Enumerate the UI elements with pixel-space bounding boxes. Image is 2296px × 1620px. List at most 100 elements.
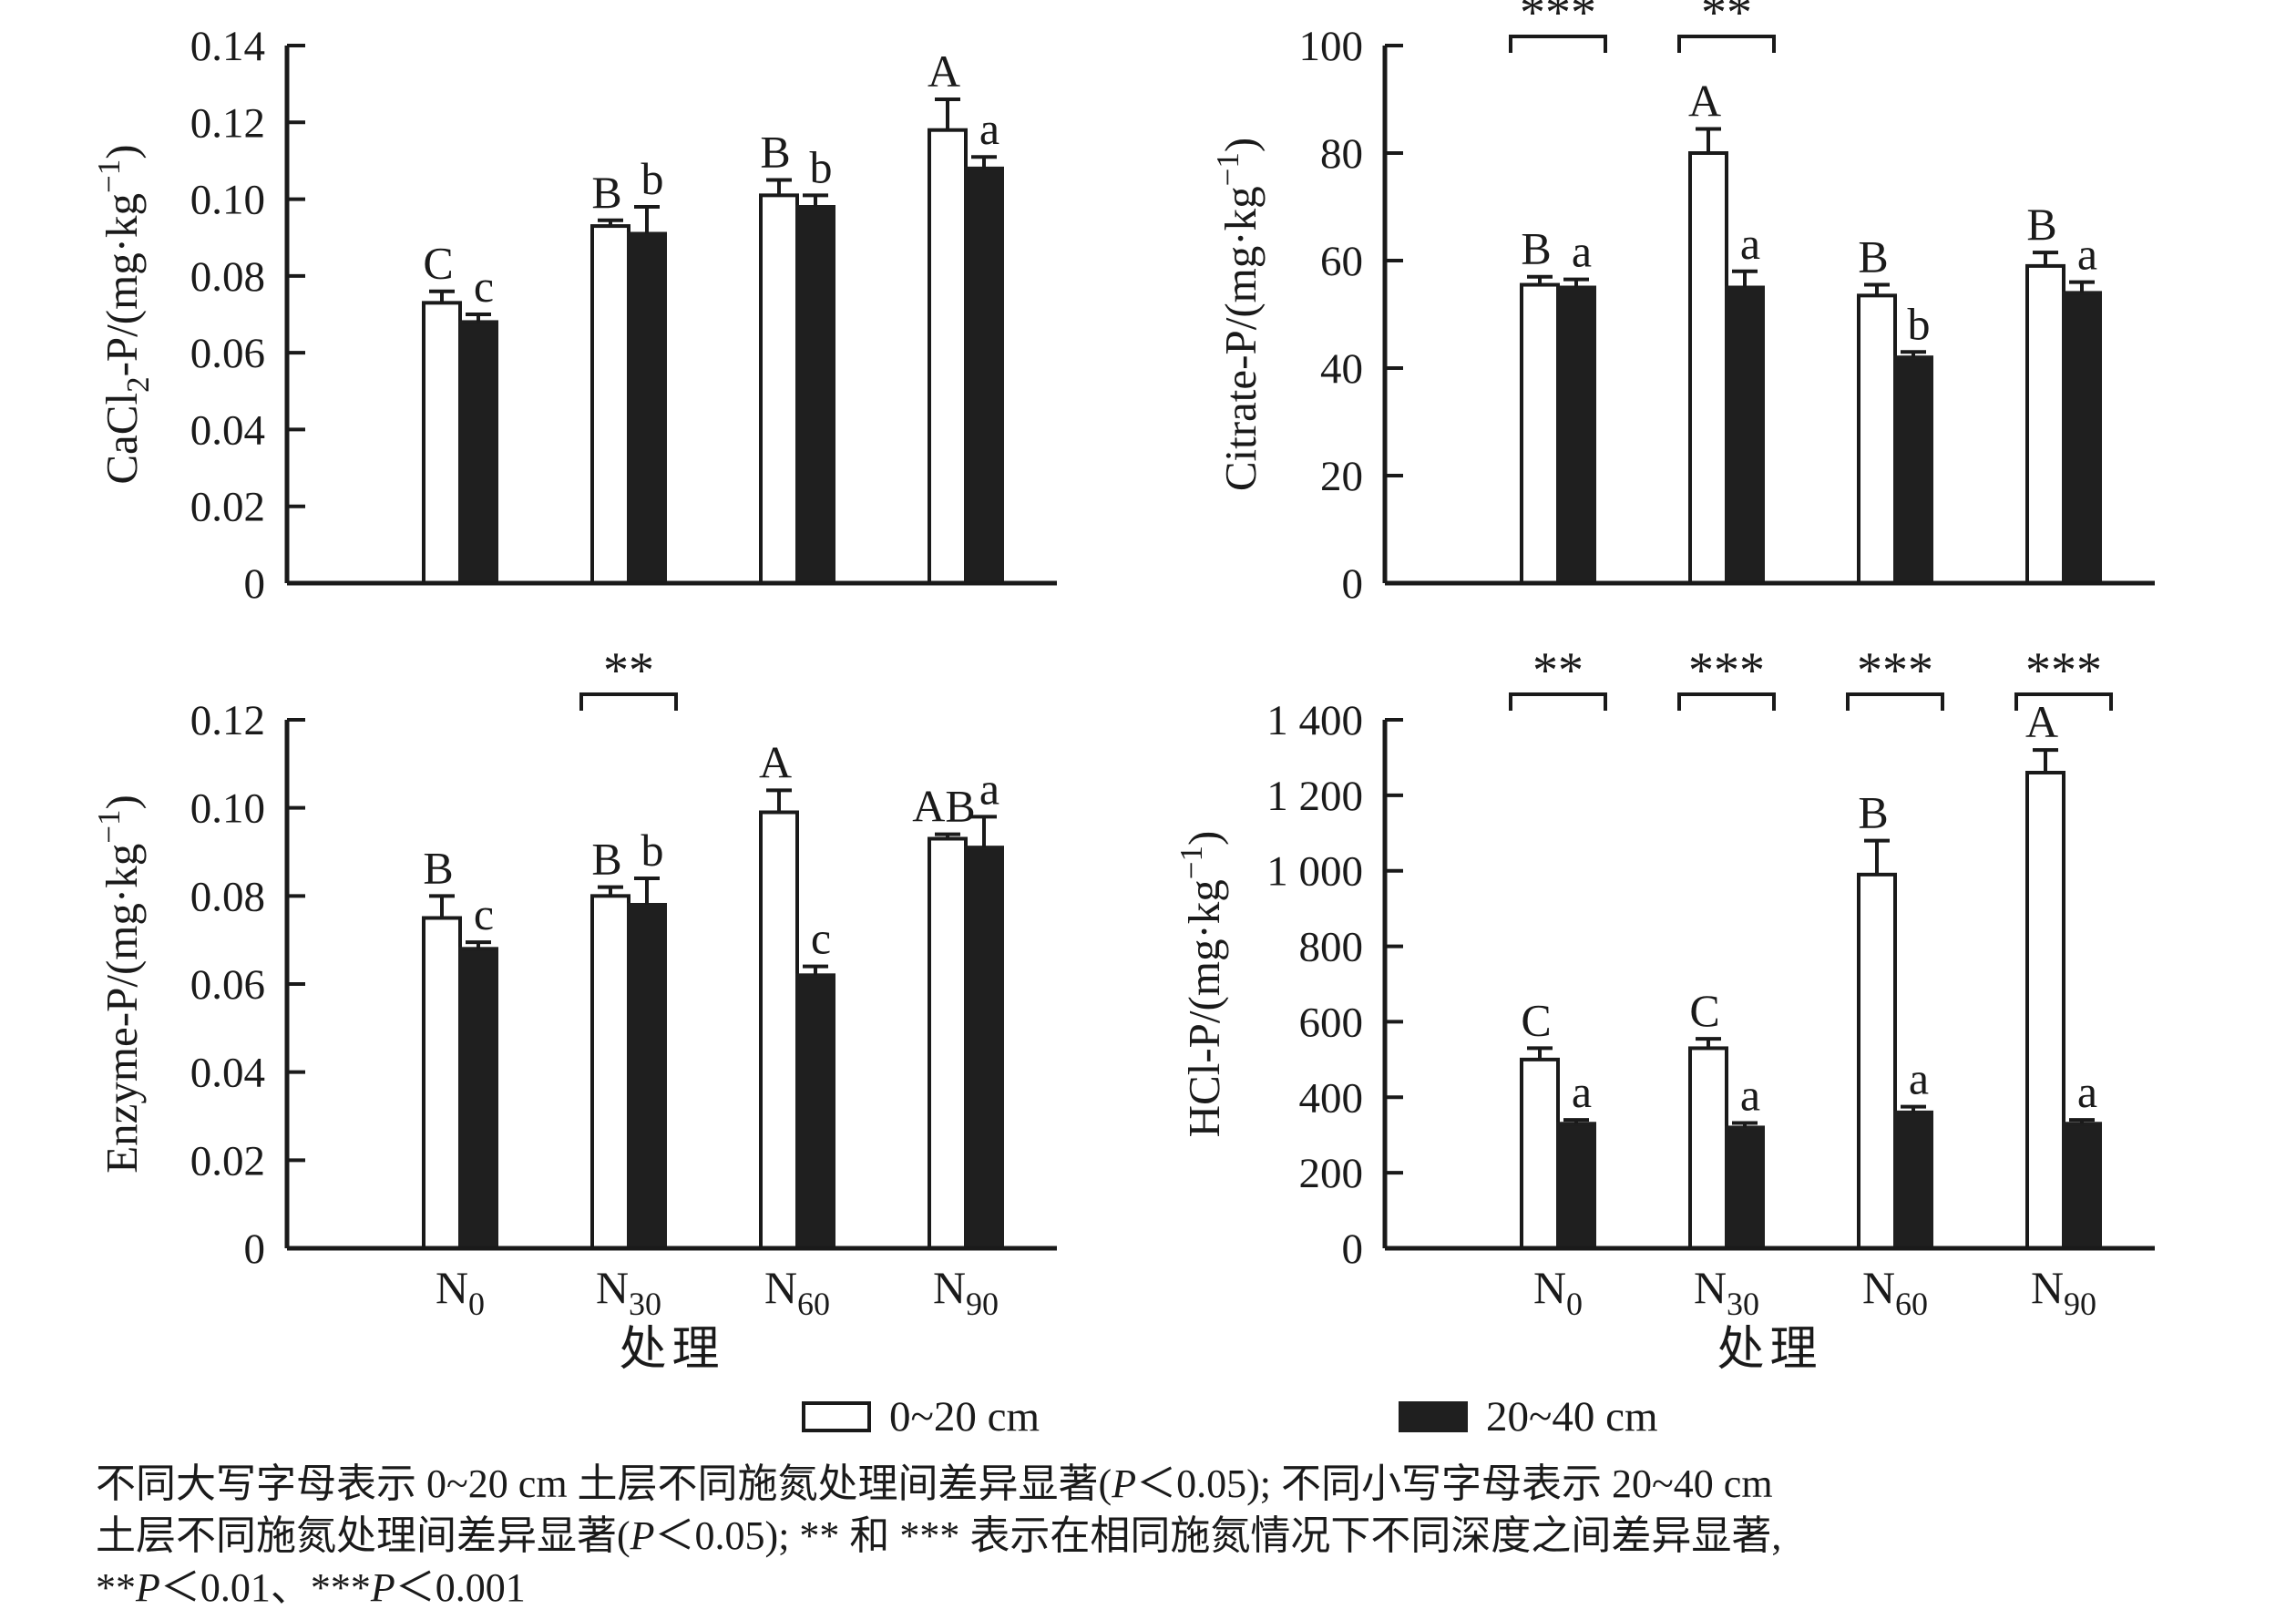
sig-letter: A xyxy=(759,736,792,787)
bar-N60-20-40cm xyxy=(795,205,835,585)
sig-stars: ** xyxy=(1532,642,1584,699)
y-axis-title: Citrate-P/(mg·kg−1) xyxy=(1210,138,1266,491)
sig-letter: a xyxy=(1909,1053,1929,1104)
bar-N90-0-20cm xyxy=(2025,263,2065,585)
bar-N90-20-40cm xyxy=(964,846,1004,1251)
bar-N0-20-40cm xyxy=(1556,1122,1596,1250)
bar-N60-0-20cm xyxy=(1857,293,1897,585)
sig-letter: A xyxy=(1688,75,1721,126)
y-tick-label: 1 000 xyxy=(1266,848,1363,896)
x-tick-label: N30 xyxy=(1694,1262,1759,1322)
sig-letter: a xyxy=(979,763,999,814)
bar-N0-20-40cm xyxy=(458,320,498,585)
sig-letter: b xyxy=(1908,298,1931,349)
sig-stars: *** xyxy=(1857,642,1933,699)
y-tick-label: 600 xyxy=(1299,999,1364,1046)
y-tick-label: 0 xyxy=(244,1225,266,1273)
y-tick-label: 0 xyxy=(244,560,266,608)
sig-letter: b xyxy=(810,141,833,192)
sig-bracket xyxy=(579,692,678,711)
figure-caption: 不同大写字母表示 0~20 cm 土层不同施氮处理间差异显著(P＜0.05); … xyxy=(96,1458,2237,1614)
y-tick-label: 0.10 xyxy=(190,785,265,833)
legend-label-0-20cm: 0~20 cm xyxy=(889,1393,1040,1441)
sig-letter: B xyxy=(1858,787,1888,838)
x-tick-label: N90 xyxy=(933,1262,999,1322)
y-axis-title: CaCl2-P/(mg·kg−1) xyxy=(91,144,156,484)
x-tick-label: N0 xyxy=(1533,1262,1583,1322)
y-tick-label: 0.04 xyxy=(190,1050,265,1097)
sig-stars: *** xyxy=(2025,642,2102,699)
y-tick-label: 0.08 xyxy=(190,873,265,920)
caption-line-1: 不同大写字母表示 0~20 cm 土层不同施氮处理间差异显著(P＜0.05); … xyxy=(96,1461,1773,1506)
x-tick-label: N30 xyxy=(596,1262,661,1322)
y-tick-label: 0.10 xyxy=(190,177,265,224)
bar-N0-20-40cm xyxy=(458,947,498,1250)
bar-N60-20-40cm xyxy=(1893,355,1933,586)
bar-N90-20-40cm xyxy=(964,166,1004,585)
sig-letter: c xyxy=(811,913,831,964)
y-tick-label: 0.06 xyxy=(190,961,265,1009)
charts-row-bottom: 0 0.02 0.04 0.06 0.08 0.10 0.12 Enzyme-P/(mg·kg… xyxy=(91,642,2155,1376)
bar-N30-0-20cm xyxy=(590,894,630,1250)
sig-letter: a xyxy=(1572,226,1592,277)
legend-swatch-open-icon xyxy=(802,1401,871,1432)
chart-enzyme-p: 0 0.02 0.04 0.06 0.08 0.10 0.12 Enzyme-P/(mg·kg… xyxy=(91,642,1057,1376)
y-tick-label: 1 200 xyxy=(1266,773,1363,820)
x-tick-label: N60 xyxy=(1862,1262,1928,1322)
bar-N30-20-40cm xyxy=(1725,285,1765,585)
sig-letter: b xyxy=(641,153,664,204)
sig-stars: ** xyxy=(1701,0,1752,41)
sig-letter: b xyxy=(641,825,664,876)
sig-letter: a xyxy=(2077,229,2097,280)
x-axis-title: 处理 xyxy=(1717,1324,1822,1376)
sig-stars: ** xyxy=(603,642,654,699)
sig-letter: C xyxy=(423,238,453,289)
sig-letter: B xyxy=(1521,223,1551,274)
y-tick-label: 0.06 xyxy=(190,330,265,377)
chart-cacl2-p: 0 0.02 0.04 0.06 0.08 0.10 0.12 0.14 CaCl2-P/(mg… xyxy=(91,23,1057,608)
sig-letter: B xyxy=(423,842,453,893)
bar-N30-20-40cm xyxy=(1725,1125,1765,1251)
sig-bracket xyxy=(1509,692,1607,711)
sig-letter: B xyxy=(2026,199,2056,250)
y-tick-label: 0.14 xyxy=(190,23,265,70)
x-tick-label: N60 xyxy=(764,1262,830,1322)
y-tick-label: 0.12 xyxy=(190,99,265,147)
legend-item-20-40cm: 20~40 cm xyxy=(1399,1392,1658,1441)
sig-letter: A xyxy=(2025,696,2058,747)
sig-bracket xyxy=(1677,692,1776,711)
y-tick-label: 0.08 xyxy=(190,253,265,301)
bar-N60-20-40cm xyxy=(795,973,835,1250)
bar-N0-0-20cm xyxy=(1520,282,1560,585)
bar-N90-20-40cm xyxy=(2062,291,2102,585)
y-tick-label: 200 xyxy=(1299,1150,1364,1197)
sig-letter: B xyxy=(591,167,621,218)
sig-letter: B xyxy=(1858,231,1888,282)
charts-row-top: 0 0.02 0.04 0.06 0.08 0.10 0.12 0.14 CaCl2-P/(mg… xyxy=(91,0,2155,608)
bar-N0-0-20cm xyxy=(1520,1057,1560,1250)
bar-N60-20-40cm xyxy=(1893,1110,1933,1250)
bar-N0-0-20cm xyxy=(422,916,462,1250)
sig-letter: B xyxy=(591,834,621,885)
sig-letter: A xyxy=(928,46,960,97)
y-axis-title: HCl-P/(mg·kg−1) xyxy=(1174,831,1229,1138)
bar-N90-20-40cm xyxy=(2062,1122,2102,1250)
sig-letter: C xyxy=(1689,985,1719,1036)
caption-line-3: **P＜0.01、***P＜0.001 xyxy=(96,1565,526,1610)
sig-bracket xyxy=(1846,692,1944,711)
y-tick-label: 0.02 xyxy=(190,484,265,531)
y-tick-label: 0.12 xyxy=(190,697,265,744)
caption-line-2: 土层不同施氮处理间差异显著(P＜0.05); ** 和 *** 表示在相同施氮情… xyxy=(96,1513,1782,1558)
sig-bracket xyxy=(1677,35,1776,53)
sig-letter: a xyxy=(1740,218,1760,269)
y-tick-label: 40 xyxy=(1320,345,1363,393)
sig-letter: a xyxy=(979,103,999,154)
y-tick-label: 100 xyxy=(1299,23,1364,70)
sig-bracket xyxy=(1509,35,1607,53)
legend-label-20-40cm: 20~40 cm xyxy=(1486,1393,1658,1441)
y-tick-label: 0 xyxy=(1342,1225,1364,1273)
legend-swatch-filled-icon xyxy=(1399,1401,1468,1432)
bar-N30-20-40cm xyxy=(627,903,667,1250)
bar-N60-0-20cm xyxy=(1857,872,1897,1250)
